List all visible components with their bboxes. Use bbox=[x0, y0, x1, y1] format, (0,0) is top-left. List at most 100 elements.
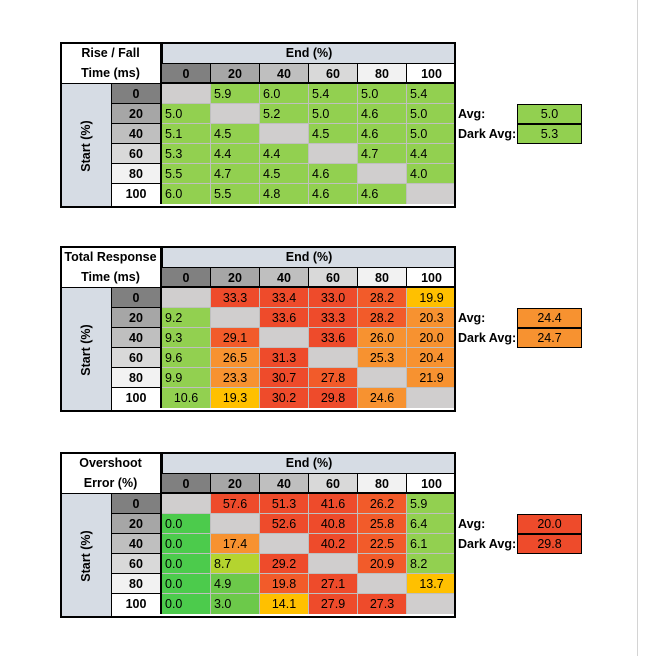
diagonal-cell bbox=[211, 104, 260, 124]
diagonal-cell bbox=[309, 554, 358, 574]
dark-avg-label: Dark Avg: bbox=[458, 331, 517, 345]
value-cell: 33.3 bbox=[211, 288, 260, 308]
diagonal-cell bbox=[162, 84, 211, 104]
value-cell: 5.9 bbox=[407, 494, 456, 514]
value-cell: 26.5 bbox=[211, 348, 260, 368]
overshoot-error-table: Overshoot Error (%) End (%) 0 20 40 60 80 100 Sta… bbox=[60, 452, 456, 618]
start-percent-label: Start (%) bbox=[79, 529, 93, 582]
table-title-line1: Total Response bbox=[64, 250, 157, 264]
row-header-60: 60 bbox=[112, 144, 162, 164]
value-cell: 5.2 bbox=[260, 104, 309, 124]
dark-avg-value: 29.8 bbox=[517, 534, 582, 554]
value-cell: 4.6 bbox=[358, 104, 407, 124]
value-cell: 27.1 bbox=[309, 574, 358, 594]
end-percent-header: End (%) bbox=[162, 452, 456, 474]
value-cell: 29.8 bbox=[309, 388, 358, 408]
row-header-60: 60 bbox=[112, 348, 162, 368]
value-cell: 5.3 bbox=[162, 144, 211, 164]
value-cell: 30.7 bbox=[260, 368, 309, 388]
diagonal-cell bbox=[407, 388, 456, 408]
column-header-100: 100 bbox=[407, 64, 456, 84]
avg-label: Avg: bbox=[458, 311, 486, 325]
value-cell: 6.0 bbox=[260, 84, 309, 104]
value-cell: 9.6 bbox=[162, 348, 211, 368]
table-title: Total Response Time (ms) bbox=[60, 246, 162, 288]
dark-avg-label: Dark Avg: bbox=[458, 537, 517, 551]
column-header-80: 80 bbox=[358, 64, 407, 84]
value-cell: 25.8 bbox=[358, 514, 407, 534]
row-header-0: 0 bbox=[112, 84, 162, 104]
value-cell: 27.9 bbox=[309, 594, 358, 614]
value-cell: 40.8 bbox=[309, 514, 358, 534]
row-header-100: 100 bbox=[112, 388, 162, 408]
value-cell: 26.2 bbox=[358, 494, 407, 514]
diagonal-cell bbox=[309, 144, 358, 164]
value-cell: 27.3 bbox=[358, 594, 407, 614]
diagonal-cell bbox=[162, 494, 211, 514]
value-cell: 0.0 bbox=[162, 534, 211, 554]
table-title-line2: Error (%) bbox=[83, 476, 138, 490]
value-cell: 5.1 bbox=[162, 124, 211, 144]
row-header-40: 40 bbox=[112, 124, 162, 144]
value-cell: 57.6 bbox=[211, 494, 260, 514]
table-title: Overshoot Error (%) bbox=[60, 452, 162, 494]
total-response-time-section: Total Response Time (ms) End (%) 0 20 40 60 80 1… bbox=[60, 246, 646, 416]
value-cell: 9.3 bbox=[162, 328, 211, 348]
value-cell: 4.6 bbox=[309, 184, 358, 204]
value-cell: 0.0 bbox=[162, 554, 211, 574]
value-cell: 6.1 bbox=[407, 534, 456, 554]
column-header-60: 60 bbox=[309, 268, 358, 288]
row-header-80: 80 bbox=[112, 164, 162, 184]
total-response-time-table: Total Response Time (ms) End (%) 0 20 40 60 80 1… bbox=[60, 246, 456, 412]
value-cell: 5.4 bbox=[407, 84, 456, 104]
value-cell: 5.9 bbox=[211, 84, 260, 104]
value-cell: 5.0 bbox=[162, 104, 211, 124]
rise-fall-time-table: Rise / Fall Time (ms) End (%) 0 20 40 60 80 100 S… bbox=[60, 42, 456, 208]
row-header-40: 40 bbox=[112, 534, 162, 554]
value-cell: 4.4 bbox=[260, 144, 309, 164]
row-header-40: 40 bbox=[112, 328, 162, 348]
avg-label: Avg: bbox=[458, 517, 486, 531]
table-title-line1: Rise / Fall bbox=[81, 46, 140, 60]
value-cell: 9.9 bbox=[162, 368, 211, 388]
value-cell: 14.1 bbox=[260, 594, 309, 614]
value-cell: 4.9 bbox=[211, 574, 260, 594]
value-cell: 33.4 bbox=[260, 288, 309, 308]
value-cell: 24.6 bbox=[358, 388, 407, 408]
value-cell: 33.3 bbox=[309, 308, 358, 328]
value-cell: 9.2 bbox=[162, 308, 211, 328]
start-percent-label: Start (%) bbox=[79, 119, 93, 172]
row-header-20: 20 bbox=[112, 514, 162, 534]
avg-value: 5.0 bbox=[517, 104, 582, 124]
value-cell: 6.4 bbox=[407, 514, 456, 534]
column-header-0: 0 bbox=[162, 268, 211, 288]
column-header-40: 40 bbox=[260, 64, 309, 84]
column-header-40: 40 bbox=[260, 268, 309, 288]
value-cell: 13.7 bbox=[407, 574, 456, 594]
value-cell: 20.9 bbox=[358, 554, 407, 574]
value-cell: 0.0 bbox=[162, 594, 211, 614]
diagonal-cell bbox=[211, 308, 260, 328]
value-cell: 8.7 bbox=[211, 554, 260, 574]
row-header-0: 0 bbox=[112, 494, 162, 514]
diagonal-cell bbox=[260, 328, 309, 348]
value-cell: 4.6 bbox=[358, 184, 407, 204]
value-cell: 4.7 bbox=[358, 144, 407, 164]
value-cell: 40.2 bbox=[309, 534, 358, 554]
diagonal-cell bbox=[260, 124, 309, 144]
value-cell: 8.2 bbox=[407, 554, 456, 574]
value-cell: 4.5 bbox=[309, 124, 358, 144]
column-header-80: 80 bbox=[358, 474, 407, 494]
value-cell: 4.5 bbox=[211, 124, 260, 144]
diagonal-cell bbox=[211, 514, 260, 534]
value-cell: 4.6 bbox=[309, 164, 358, 184]
value-cell: 17.4 bbox=[211, 534, 260, 554]
column-header-100: 100 bbox=[407, 474, 456, 494]
value-cell: 5.5 bbox=[211, 184, 260, 204]
diagonal-cell bbox=[309, 348, 358, 368]
dark-avg-value: 24.7 bbox=[517, 328, 582, 348]
value-cell: 4.4 bbox=[407, 144, 456, 164]
value-cell: 23.3 bbox=[211, 368, 260, 388]
value-cell: 27.8 bbox=[309, 368, 358, 388]
page-divider bbox=[637, 0, 638, 656]
